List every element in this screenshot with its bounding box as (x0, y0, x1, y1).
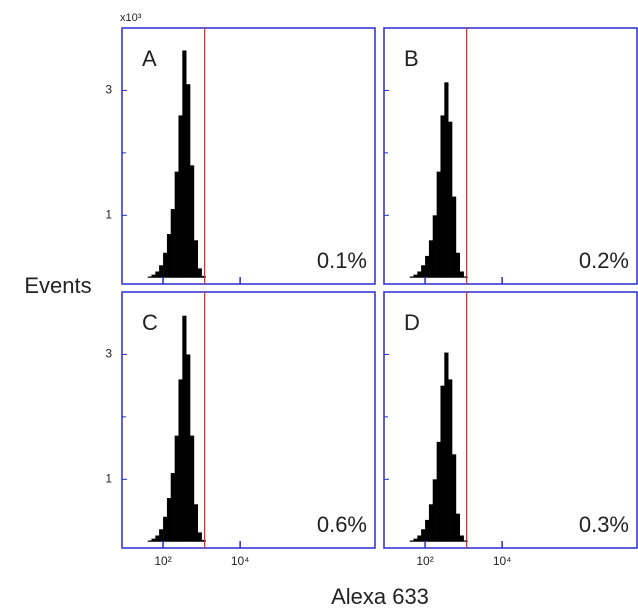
histogram-bar (444, 82, 449, 278)
histogram-bar (197, 268, 202, 278)
panel-label: D (404, 310, 420, 335)
histogram-bar (201, 539, 206, 542)
panel-frame (383, 291, 638, 549)
histogram-bar (459, 535, 464, 542)
histogram-bar (425, 255, 430, 278)
histogram-bar (182, 50, 187, 278)
gate-percent: 0.2% (579, 248, 629, 273)
x-tick-label: 10² (154, 554, 171, 568)
x-tick-label: 10² (416, 554, 433, 568)
histogram-bar (193, 240, 199, 278)
histogram-bar (147, 276, 152, 278)
histogram-bar (417, 535, 422, 542)
histogram-bar (174, 171, 179, 278)
histogram-bar (452, 454, 457, 542)
histogram-bar (151, 538, 156, 542)
histogram-bar (440, 385, 445, 542)
panel-frame (121, 291, 376, 549)
histogram-bar (147, 540, 152, 542)
histogram-bar (170, 209, 175, 278)
histogram-bar (452, 196, 457, 278)
histogram-bar (440, 115, 445, 278)
histogram-bar (193, 504, 199, 542)
histogram-bar (174, 435, 179, 542)
histogram-bar (166, 234, 172, 278)
histogram-bar (163, 516, 168, 542)
x-axis-title: Alexa 633 (331, 584, 429, 609)
histogram-bar (155, 535, 160, 542)
histogram-bar (413, 538, 418, 542)
histogram-bar (159, 529, 164, 542)
histogram-bar (428, 504, 434, 542)
histogram-bar (425, 519, 430, 542)
histogram-bar (432, 215, 437, 278)
histogram-bar (448, 121, 453, 278)
y-tick-label: 3 (105, 347, 112, 361)
histogram-bar (455, 513, 461, 542)
histogram-bar (444, 352, 449, 542)
histogram-bar (455, 252, 461, 278)
histogram-bar (190, 165, 195, 278)
histogram-bar (163, 252, 168, 278)
histogram-bar (432, 479, 437, 542)
histogram-bar (448, 379, 453, 542)
histogram-bar (151, 274, 156, 278)
gate-percent: 0.3% (579, 512, 629, 537)
y-multiplier: x10³ (120, 12, 142, 24)
histogram-bar (436, 441, 441, 542)
y-axis-title: Events (24, 273, 91, 298)
histogram-bar (421, 265, 426, 278)
histogram-bar (201, 275, 206, 278)
histogram-bar (190, 435, 195, 542)
histogram-bar (186, 84, 191, 278)
histogram-bar (409, 540, 414, 542)
histogram-bar (182, 315, 187, 542)
histogram-bar (459, 271, 464, 278)
histogram-bar (178, 379, 183, 542)
y-tick-label: 3 (105, 83, 112, 97)
panel-label: A (142, 46, 157, 71)
histogram-bar (166, 498, 172, 542)
gate-percent: 0.6% (317, 512, 367, 537)
histogram-bar (413, 274, 418, 278)
x-tick-label: 10⁴ (493, 554, 512, 568)
y-tick-label: 1 (105, 207, 112, 221)
histogram-bar (463, 540, 468, 542)
histogram-bar (428, 240, 434, 278)
histogram-bar (417, 271, 422, 278)
y-tick-label: 1 (105, 471, 112, 485)
panel-label: C (142, 310, 158, 335)
histogram-bar (186, 354, 191, 542)
histogram-bar (178, 115, 183, 278)
histogram-bar (436, 171, 441, 278)
gate-percent: 0.1% (317, 248, 367, 273)
panel-label: B (404, 46, 419, 71)
histogram-bar (409, 276, 414, 278)
histogram-bar (159, 265, 164, 278)
panel-frame (121, 27, 376, 285)
histogram-bar (421, 529, 426, 542)
histogram-bar (170, 473, 175, 542)
x-tick-label: 10⁴ (231, 554, 250, 568)
histogram-bar (155, 271, 160, 278)
histogram-bar (197, 532, 202, 542)
panel-frame (383, 27, 638, 285)
histogram-bar (463, 276, 468, 278)
